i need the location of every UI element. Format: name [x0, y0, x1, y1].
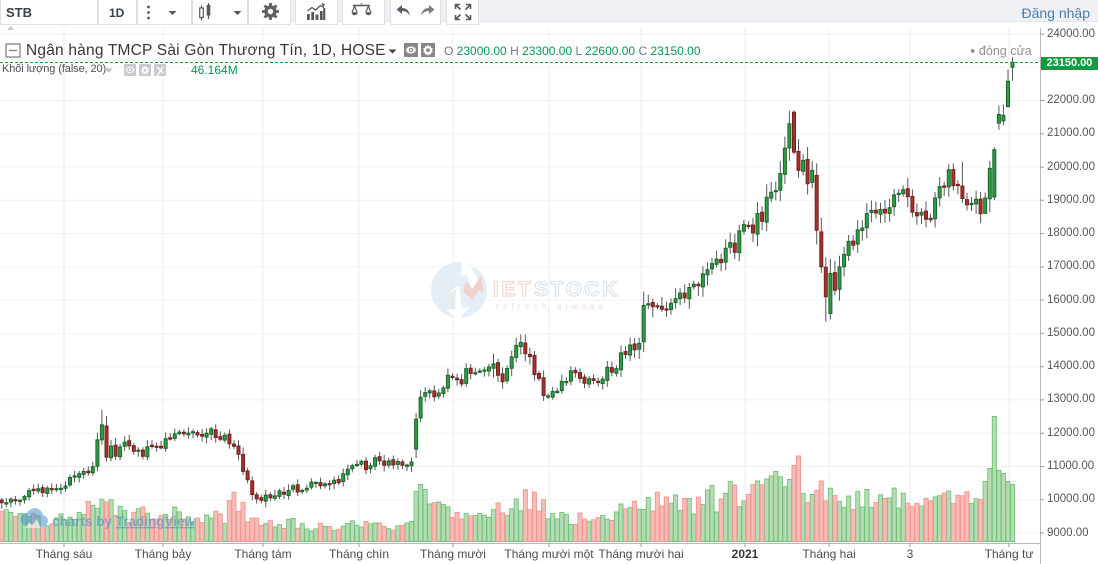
svg-text:STOCK: STOCK: [534, 278, 620, 301]
svg-text:charts by TradingView: charts by TradingView: [52, 514, 196, 529]
svg-text:IET: IET: [493, 278, 533, 301]
svg-text:refresh always: refresh always: [496, 301, 607, 311]
